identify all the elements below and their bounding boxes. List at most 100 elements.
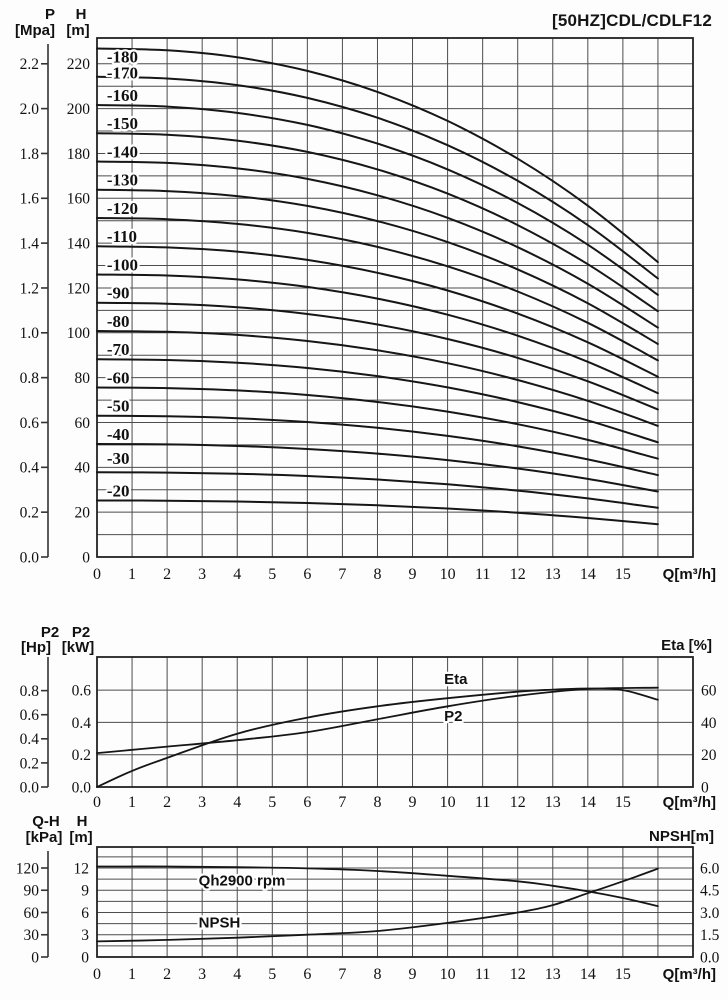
stage-label-40: -40: [107, 425, 130, 444]
power-x-axis-label: Q[m³/h]: [663, 794, 716, 811]
h-tick-label: 60: [75, 415, 91, 432]
power-x-tick-label: 2: [163, 794, 171, 811]
p-tick-label: 1.8: [20, 146, 40, 163]
power-x-tick-label: 8: [373, 794, 381, 811]
hp-axis-unit: [Hp]: [21, 639, 51, 656]
qh-x-tick-label: 12: [510, 966, 526, 983]
p-tick-label: 0.8: [20, 370, 40, 387]
head-x-tick-label: 3: [198, 566, 206, 583]
npsh-tick-label: 3.0: [700, 905, 720, 922]
npsh-tick-label: 4.5: [700, 883, 720, 900]
hp-tick-label: 0.2: [20, 755, 39, 772]
stage-label-30: -30: [107, 449, 130, 468]
head-x-tick-label: 1: [128, 566, 136, 583]
qh-x-tick-label: 9: [409, 966, 417, 983]
hp-tick-label: 0.0: [20, 779, 40, 796]
stage-label-80: -80: [107, 312, 130, 331]
qh-x-tick-label: 1: [128, 966, 136, 983]
power-x-tick-label: 11: [475, 794, 490, 811]
head-curve-160: [96, 104, 659, 296]
kw-tick-label: 0.2: [72, 747, 91, 764]
p-tick-label: 1.6: [20, 191, 40, 208]
h-tick-label: 80: [75, 370, 91, 387]
m-axis-name: H: [77, 813, 88, 830]
kw-axis-unit: [kW]: [62, 639, 95, 656]
qh-x-tick-label: 11: [475, 966, 490, 983]
eta-axis-label: Eta [%]: [661, 637, 712, 654]
hp-tick-label: 0.6: [20, 707, 40, 724]
qh-x-tick-label: 3: [198, 966, 206, 983]
kw-tick-label: 0.4: [72, 715, 92, 732]
p2-curve: [96, 686, 659, 754]
power-x-tick-label: 15: [615, 794, 631, 811]
head-curve-30: [96, 471, 659, 509]
h-tick-label: 180: [67, 146, 91, 163]
head-curve-70: [96, 358, 659, 444]
head-curve-120: [96, 217, 659, 362]
h-tick-label: 120: [67, 280, 91, 297]
head-curve-40: [96, 443, 659, 493]
head-curve-140: [96, 160, 659, 329]
p-tick-label: 1.4: [20, 236, 40, 253]
eta-tick-label: 20: [701, 747, 717, 764]
qh-x-tick-label: 13: [545, 966, 561, 983]
qh-x-tick-label: 4: [233, 966, 241, 983]
head-curve-60: [96, 386, 659, 460]
kw-tick-label: 0.6: [72, 683, 92, 700]
hp-tick-label: 0.8: [20, 683, 40, 700]
head-x-tick-label: 2: [163, 566, 171, 583]
kw-tick-label: 0.0: [72, 779, 92, 796]
h-tick-label: 20: [75, 505, 91, 522]
h-axis-unit: [m]: [66, 22, 89, 39]
kpa-tick-label: 120: [16, 860, 40, 877]
p-tick-label: 0.4: [20, 460, 40, 477]
p2-curve-label: P2: [444, 708, 462, 725]
p-tick-label: 1.2: [20, 280, 39, 297]
head-x-tick-label: 11: [475, 566, 490, 583]
h-axis-name: H: [76, 6, 87, 23]
kw-axis-name: P2: [72, 624, 90, 641]
h-tick-label: 220: [67, 56, 91, 73]
eta-tick-label: 60: [701, 683, 717, 700]
head-curve-100: [96, 273, 659, 395]
head-curve-170: [96, 75, 659, 280]
stage-label-110: -110: [107, 227, 137, 246]
head-curve-180: [96, 47, 659, 264]
stage-label-150: -150: [107, 114, 138, 133]
npsh-tick-label: 0.0: [700, 949, 720, 966]
m-tick-label: 12: [74, 860, 90, 877]
stage-label-70: -70: [107, 340, 130, 359]
eta-tick-label: 0: [701, 779, 709, 796]
head-x-tick-label: 7: [338, 566, 346, 583]
kpa-tick-label: 90: [24, 883, 40, 900]
stage-label-60: -60: [107, 368, 130, 387]
head-curve-50: [96, 414, 659, 477]
qh-x-tick-label: 14: [580, 966, 596, 983]
stage-label-140: -140: [107, 142, 138, 161]
npsh-curve: [96, 867, 659, 943]
power-x-tick-label: 4: [233, 794, 241, 811]
qh-x-tick-label: 15: [615, 966, 631, 983]
power-plot-border: [96, 656, 694, 788]
stage-label-100: -100: [107, 255, 138, 274]
stage-label-130: -130: [107, 171, 138, 190]
p-tick-label: 0.6: [20, 415, 40, 432]
npsh-tick-label: 1.5: [700, 927, 720, 944]
head-x-tick-label: 12: [510, 566, 526, 583]
qh-x-tick-label: 0: [93, 966, 101, 983]
hp-axis-name: P2: [41, 624, 59, 641]
h-tick-label: 200: [67, 101, 91, 118]
p-axis-unit: [Mpa]: [15, 22, 55, 39]
kpa-tick-label: 30: [24, 927, 40, 944]
eta-tick-label: 40: [701, 715, 717, 732]
kpa-axis-name: Q-H: [32, 813, 60, 830]
head-x-tick-label: 4: [233, 566, 241, 583]
head-curve-110: [96, 245, 659, 378]
power-x-tick-label: 0: [93, 794, 101, 811]
qh-x-tick-label: 10: [440, 966, 456, 983]
head-curve-80: [96, 330, 659, 427]
head-x-axis-label: Q[m³/h]: [663, 566, 716, 583]
head-x-tick-label: 14: [580, 566, 596, 583]
power-x-tick-label: 14: [580, 794, 596, 811]
